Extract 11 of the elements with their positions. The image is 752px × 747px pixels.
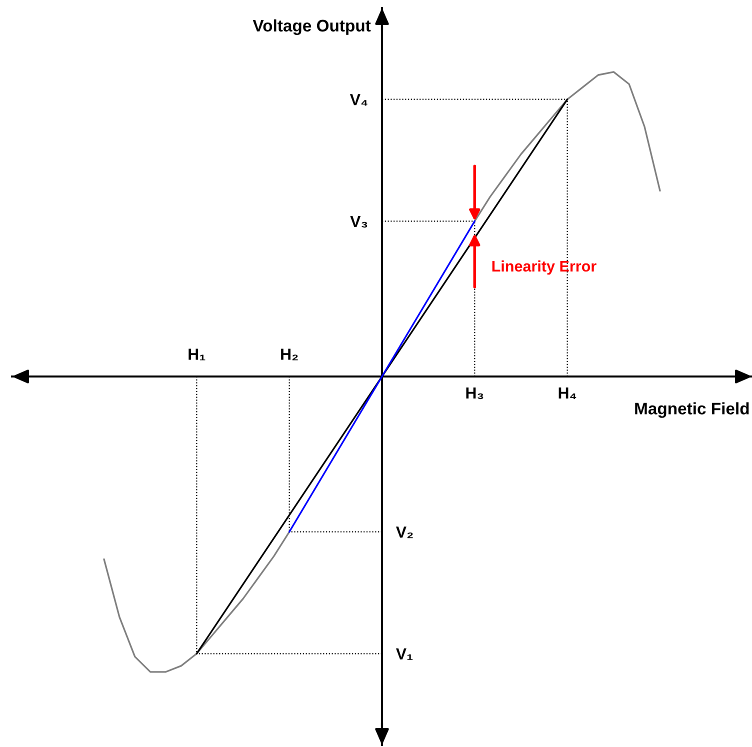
x-axis-title: Magnetic Field [635, 402, 749, 418]
ref-line-label: V₂ [396, 526, 413, 538]
x-tick-label: H₁ [188, 348, 206, 360]
ref-line-label: V₁ [396, 648, 413, 660]
x-tick-label: H₃ [466, 388, 484, 400]
x-tick-label: H₂ [281, 348, 298, 360]
annotation: Linearity Error [492, 260, 596, 275]
ref-line-label: V₄ [350, 94, 368, 106]
x-tick-label: H₄ [558, 388, 576, 399]
ref-line-label: V₃ [350, 216, 368, 228]
y-axis-title: Voltage Output [252, 19, 371, 35]
